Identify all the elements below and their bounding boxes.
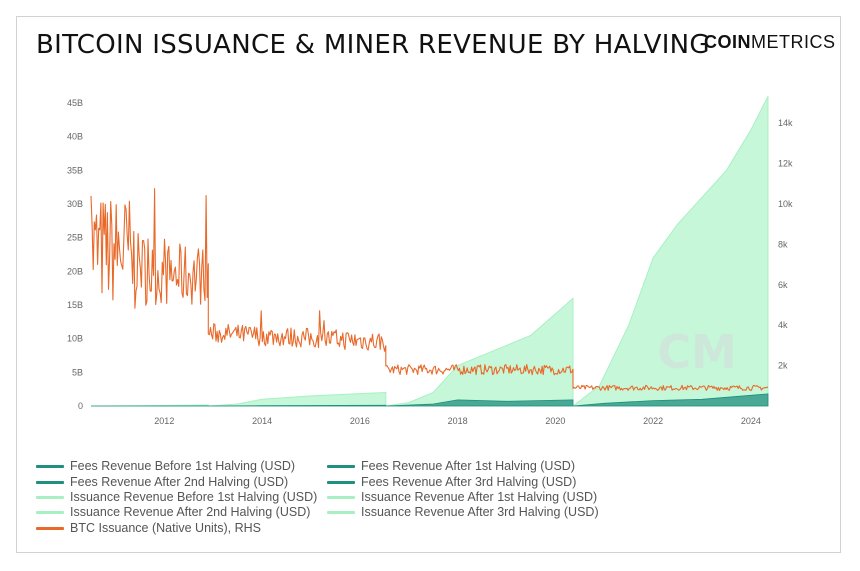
legend-swatch xyxy=(327,464,355,468)
issuance-area xyxy=(208,391,387,407)
legend-item[interactable]: Fees Revenue Before 1st Halving (USD) xyxy=(36,459,295,473)
y-left-tick-label: 40B xyxy=(67,132,83,142)
legend-item[interactable]: Fees Revenue After 3rd Halving (USD) xyxy=(327,475,576,489)
legend-item[interactable]: BTC Issuance (Native Units), RHS xyxy=(36,521,261,535)
legend-label: Issuance Revenue Before 1st Halving (USD… xyxy=(70,490,318,504)
legend-swatch xyxy=(36,480,64,484)
y-left-tick-label: 10B xyxy=(67,334,83,344)
y-left-tick-label: 20B xyxy=(67,266,83,276)
watermark-text: CM xyxy=(657,325,737,379)
y-right-tick-label: 14k xyxy=(778,118,793,128)
legend-item[interactable]: Fees Revenue After 2nd Halving (USD) xyxy=(36,475,288,489)
x-tick-label: 2014 xyxy=(252,416,272,426)
x-tick-label: 2018 xyxy=(448,416,468,426)
y-right-tick-label: 6k xyxy=(778,280,788,290)
x-tick-label: 2024 xyxy=(741,416,761,426)
brand-light: METRICS xyxy=(751,32,836,52)
legend-swatch xyxy=(36,464,64,468)
legend-label: Fees Revenue After 2nd Halving (USD) xyxy=(70,475,289,489)
legend-swatch xyxy=(36,510,64,514)
brand-bold: COIN xyxy=(704,32,751,52)
x-tick-label: 2016 xyxy=(350,416,370,426)
legend-item[interactable]: Issuance Revenue After 1st Halving (USD) xyxy=(327,490,597,504)
legend-item[interactable]: Issuance Revenue After 2nd Halving (USD) xyxy=(36,505,310,519)
y-left-tick-label: 0 xyxy=(78,401,83,411)
y-left-tick-label: 45B xyxy=(67,98,83,108)
y-right-tick-label: 8k xyxy=(778,239,788,249)
legend-label: Fees Revenue Before 1st Halving (USD) xyxy=(70,459,296,473)
y-left-tick-label: 5B xyxy=(72,367,83,377)
legend-swatch xyxy=(327,495,355,499)
btc-issuance-line xyxy=(90,188,769,391)
legend-swatch xyxy=(327,510,355,514)
legend-swatch xyxy=(36,526,64,530)
legend-label: Issuance Revenue After 2nd Halving (USD) xyxy=(70,505,311,519)
x-tick-label: 2012 xyxy=(154,416,174,426)
legend-item[interactable]: Issuance Revenue After 3rd Halving (USD) xyxy=(327,505,599,519)
legend-label: Fees Revenue After 3rd Halving (USD) xyxy=(361,475,577,489)
y-right-tick-label: 10k xyxy=(778,199,793,209)
issuance-area xyxy=(385,297,574,407)
y-right-tick-label: 4k xyxy=(778,320,788,330)
fees-area xyxy=(572,393,769,407)
legend-item[interactable]: Issuance Revenue Before 1st Halving (USD… xyxy=(36,490,317,504)
x-tick-label: 2022 xyxy=(643,416,663,426)
y-left-tick-label: 25B xyxy=(67,233,83,243)
y-left-tick-label: 35B xyxy=(67,165,83,175)
legend-item[interactable]: Fees Revenue After 1st Halving (USD) xyxy=(327,459,575,473)
fees-area xyxy=(208,404,387,407)
fees-area xyxy=(385,399,574,407)
y-left-tick-label: 30B xyxy=(67,199,83,209)
brand-logo: COINMETRICS xyxy=(704,32,836,53)
legend-swatch xyxy=(36,495,64,499)
y-right-tick-label: 12k xyxy=(778,159,793,169)
y-left-tick-label: 15B xyxy=(67,300,83,310)
legend-label: Issuance Revenue After 3rd Halving (USD) xyxy=(361,505,599,519)
y-right-tick-label: 2k xyxy=(778,361,788,371)
legend-label: Issuance Revenue After 1st Halving (USD) xyxy=(361,490,598,504)
x-tick-label: 2020 xyxy=(545,416,565,426)
issuance-area xyxy=(572,96,769,407)
legend-label: BTC Issuance (Native Units), RHS xyxy=(70,521,262,535)
page-title: BITCOIN ISSUANCE & MINER REVENUE BY HALV… xyxy=(36,30,710,60)
legend-swatch xyxy=(327,480,355,484)
legend-label: Fees Revenue After 1st Halving (USD) xyxy=(361,459,575,473)
